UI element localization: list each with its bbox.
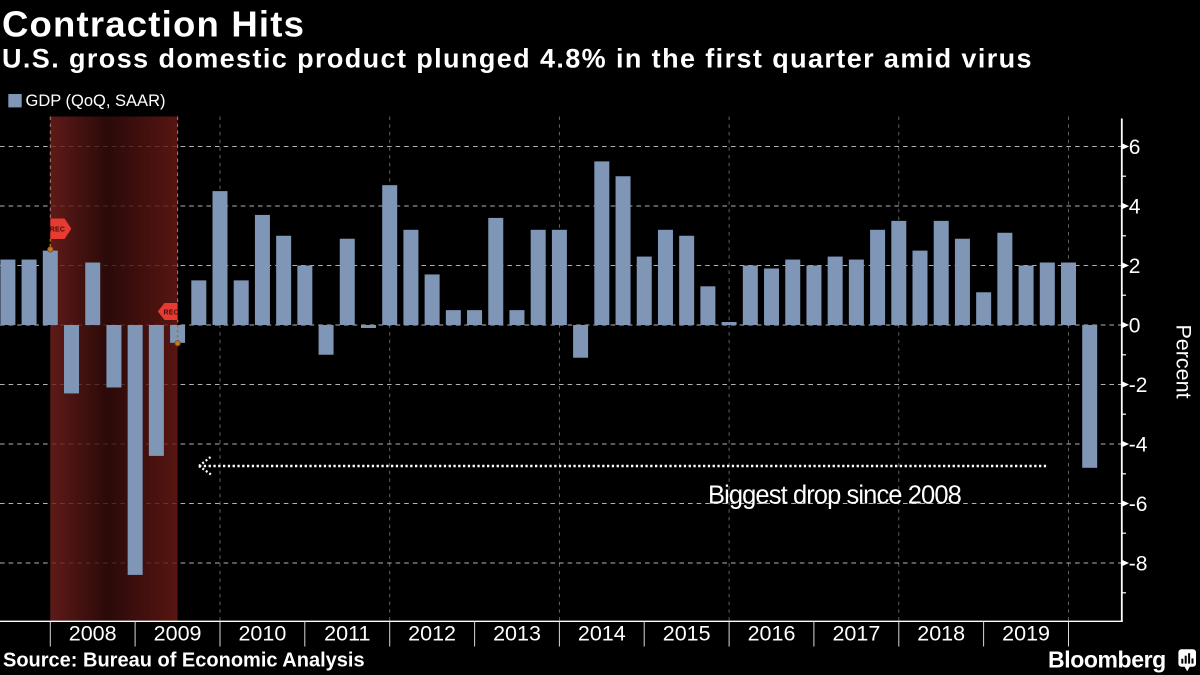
svg-text:4: 4 (1129, 196, 1141, 219)
svg-text:2013: 2013 (493, 622, 541, 646)
svg-text:2016: 2016 (748, 622, 796, 646)
svg-text:REC: REC (50, 227, 65, 234)
svg-text:Biggest drop since 2008: Biggest drop since 2008 (708, 482, 962, 510)
svg-text:Contraction Hits: Contraction Hits (2, 4, 305, 45)
svg-text:Bloomberg: Bloomberg (1048, 647, 1166, 673)
svg-text:0: 0 (1129, 315, 1141, 338)
svg-text:REC: REC (164, 309, 179, 316)
svg-text:-2: -2 (1129, 374, 1148, 397)
svg-text:-6: -6 (1129, 493, 1148, 516)
svg-text:Percent: Percent (1172, 324, 1196, 398)
svg-text:2009: 2009 (154, 622, 202, 646)
svg-text:GDP (QoQ, SAAR): GDP (QoQ, SAAR) (26, 92, 166, 110)
svg-text:-4: -4 (1129, 434, 1148, 457)
svg-text:Source: Bureau of Economic Ana: Source: Bureau of Economic Analysis (3, 650, 365, 672)
svg-text:2018: 2018 (917, 622, 965, 646)
svg-text:2017: 2017 (832, 622, 880, 646)
svg-text:-8: -8 (1129, 553, 1148, 576)
svg-text:6: 6 (1129, 136, 1141, 159)
svg-text:2: 2 (1129, 255, 1141, 278)
svg-text:2011: 2011 (324, 622, 370, 646)
svg-text:2008: 2008 (69, 622, 117, 646)
svg-text:2010: 2010 (238, 622, 286, 646)
svg-text:2015: 2015 (663, 622, 711, 646)
svg-text:U.S. gross domestic product pl: U.S. gross domestic product plunged 4.8%… (2, 44, 1033, 74)
svg-text:2012: 2012 (408, 622, 456, 646)
svg-text:2019: 2019 (1002, 622, 1050, 646)
svg-text:2014: 2014 (578, 622, 626, 646)
